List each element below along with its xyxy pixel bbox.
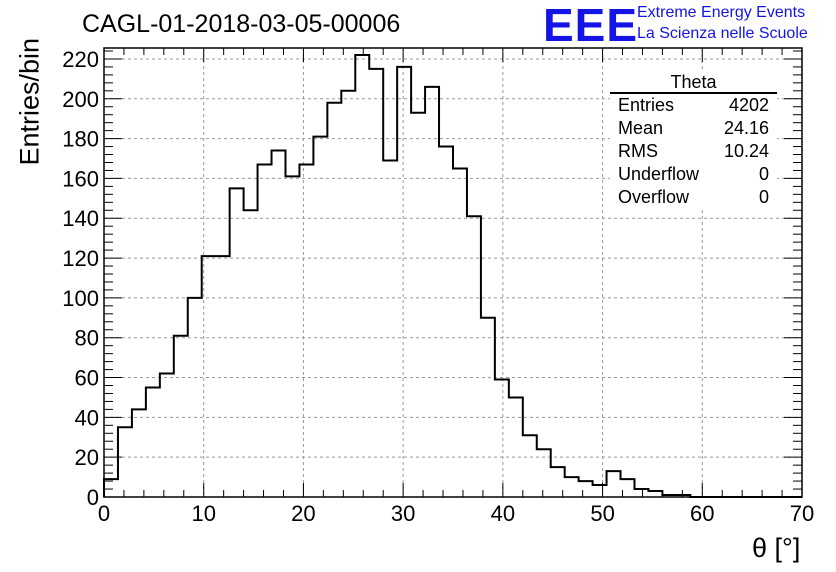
x-tick-label: 30 (391, 501, 415, 526)
y-tick-label: 220 (62, 47, 99, 72)
y-tick-label: 100 (62, 286, 99, 311)
stats-row-rms: RMS 10.24 (610, 140, 777, 163)
y-axis-label: Entries/bin (14, 37, 45, 166)
x-tick-label: 0 (98, 501, 110, 526)
stats-row-overflow: Overflow 0 (610, 186, 777, 209)
stats-label: Underflow (618, 164, 700, 184)
x-axis-label: θ [°] (752, 533, 801, 563)
x-tick-label: 70 (790, 501, 814, 526)
stats-label: Mean (618, 118, 664, 138)
stats-row-mean: Mean 24.16 (610, 117, 777, 140)
x-tick-label: 20 (291, 501, 315, 526)
y-tick-label: 200 (62, 87, 99, 112)
stats-value: 0 (758, 187, 769, 207)
logo-line-2: La Scienza nelle Scuole (637, 25, 808, 42)
eee-logo: EEE (543, 0, 639, 51)
y-tick-label: 180 (62, 127, 99, 152)
stats-label: Overflow (618, 187, 690, 207)
x-tick-label: 50 (590, 501, 614, 526)
stats-value: 24.16 (723, 118, 769, 138)
stats-value: 10.24 (723, 141, 769, 161)
stats-label: Entries (618, 95, 675, 115)
y-tick-label: 0 (87, 485, 99, 510)
y-tick-label: 140 (62, 206, 99, 231)
x-tick-label: 60 (690, 501, 714, 526)
y-tick-label: 80 (75, 326, 99, 351)
stats-row-underflow: Underflow 0 (610, 163, 777, 186)
stats-row-entries: Entries 4202 (610, 94, 777, 117)
stats-title: Theta (610, 72, 777, 94)
plot-frame (103, 47, 803, 498)
chart-title: CAGL-01-2018-03-05-00006 (82, 10, 401, 38)
stats-box: Theta Entries 4202 Mean 24.16 RMS 10.24 … (610, 72, 777, 209)
x-tick-label: 40 (491, 501, 515, 526)
y-tick-label: 60 (75, 366, 99, 391)
x-tick-label: 10 (191, 501, 215, 526)
stats-label: RMS (618, 141, 658, 161)
logo-line-1: Extreme Energy Events (637, 4, 806, 21)
y-tick-label: 40 (75, 405, 99, 430)
tick-labels: 0 10 20 30 40 50 60 70 0 20 40 60 80 100 120 140 160 180 2… (62, 47, 814, 526)
histogram-line (103, 53, 802, 498)
stats-value: 4202 (728, 95, 769, 115)
stats-value: 0 (758, 164, 769, 184)
axis-ticks (103, 48, 803, 498)
y-tick-label: 160 (62, 166, 99, 191)
y-tick-label: 20 (75, 445, 99, 470)
y-tick-label: 120 (62, 246, 99, 271)
